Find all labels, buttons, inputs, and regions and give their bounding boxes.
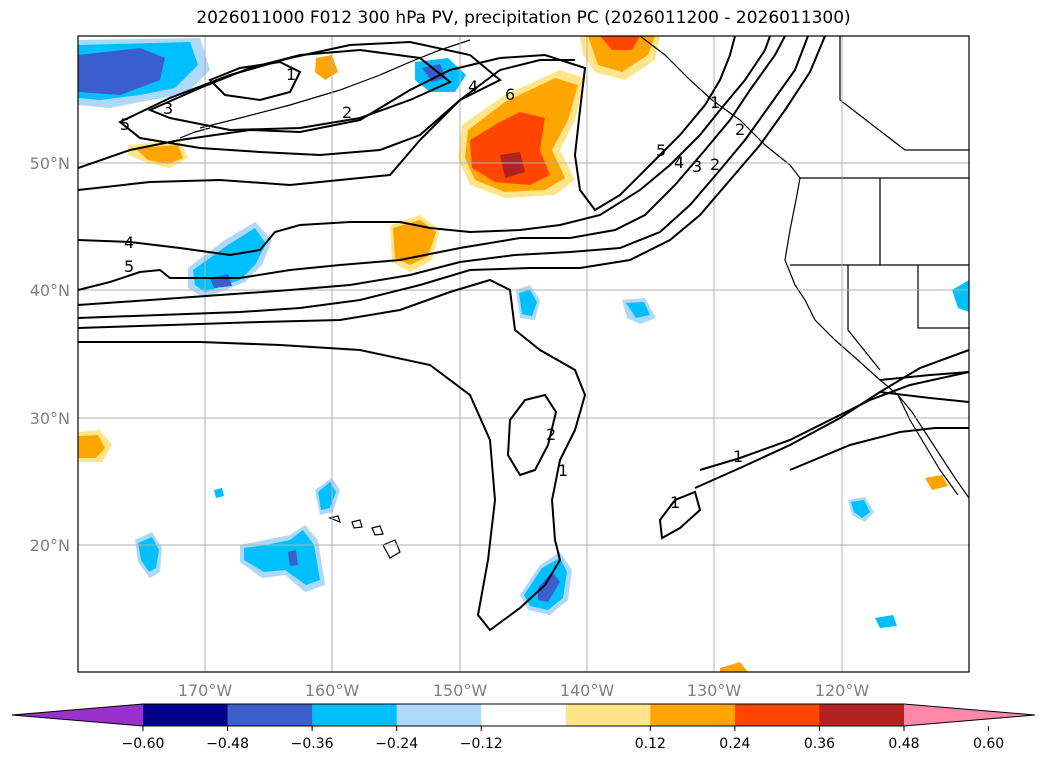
contour-label: 3 [163, 99, 173, 118]
lat-label: 30°N [30, 409, 70, 428]
contour-label: 3 [692, 157, 702, 176]
contour-label: 1 [670, 493, 680, 512]
colorbar-extend-low [12, 704, 143, 726]
contour-label: 2 [735, 120, 745, 139]
coastlines [179, 36, 969, 559]
colorbar-tick-label: 0.12 [635, 736, 666, 752]
contour-label: 5 [124, 257, 134, 276]
lon-labels: 170°W 160°W 150°W 140°W 130°W 120°W [178, 681, 870, 700]
colorbar-tick-label: 0.60 [973, 736, 1004, 752]
pv-contours [78, 36, 969, 632]
map-area: 1 2 3 4 5 6 1 2 4 5 1 2 1 1 5 4 3 2 [78, 36, 969, 672]
lon-label: 140°W [560, 681, 615, 700]
colorbar-segment [650, 704, 736, 726]
contour-label: 2 [546, 425, 556, 444]
contour-label: 4 [124, 233, 134, 252]
contour-label: 4 [674, 153, 684, 172]
colorbar-segment [312, 704, 398, 726]
colorbar-segment [227, 704, 313, 726]
lat-labels: 50°N 40°N 30°N 20°N [30, 154, 70, 555]
contour-label: 2 [342, 103, 352, 122]
lon-label: 130°W [687, 681, 742, 700]
colorbar-tick-label: −0.48 [206, 736, 249, 752]
lon-label: 120°W [815, 681, 870, 700]
colorbar-tick-label: 0.36 [804, 736, 835, 752]
colorbar-segment [143, 704, 229, 726]
contour-label: 1 [710, 93, 720, 112]
contour-label: 4 [468, 77, 478, 96]
colorbar-segment [819, 704, 905, 726]
contour-label: 6 [505, 85, 515, 104]
contour-label: 1 [558, 461, 568, 480]
colorbar-extend-high [904, 704, 1035, 726]
gridlines [78, 36, 969, 672]
colorbar-tick-label: 0.24 [719, 736, 750, 752]
map-frame [77, 35, 970, 673]
lat-label: 40°N [30, 281, 70, 300]
colorbar-tick-label: −0.36 [291, 736, 334, 752]
lon-label: 170°W [178, 681, 233, 700]
colorbar-tick-label: 0.48 [888, 736, 919, 752]
map-title: 2026011000 F012 300 hPa PV, precipitatio… [196, 8, 851, 28]
colorbar-tick-label: −0.24 [375, 736, 418, 752]
contour-label: 2 [710, 155, 720, 174]
colorbar-segment [565, 704, 651, 726]
lat-label: 20°N [30, 536, 70, 555]
contour-label: 5 [656, 141, 666, 160]
colorbar-segment [396, 704, 482, 726]
lon-label: 150°W [433, 681, 488, 700]
colorbar-segment [734, 704, 820, 726]
contour-label: 1 [733, 447, 743, 466]
colorbar: −0.60 −0.48 −0.36 −0.24 −0.12 0.12 0.24 0.36 0.4… [11, 703, 1036, 752]
colorbar-tick-label: −0.60 [122, 736, 165, 752]
colorbar-tick-label: −0.12 [460, 736, 503, 752]
colorbar-segment [481, 704, 567, 726]
lat-label: 50°N [30, 154, 70, 173]
contour-label: 5 [120, 115, 130, 134]
contour-labels: 1 2 3 4 5 6 1 2 4 5 1 2 1 1 5 4 3 2 [120, 65, 745, 512]
lon-label: 160°W [305, 681, 360, 700]
contour-label: 1 [286, 65, 296, 84]
